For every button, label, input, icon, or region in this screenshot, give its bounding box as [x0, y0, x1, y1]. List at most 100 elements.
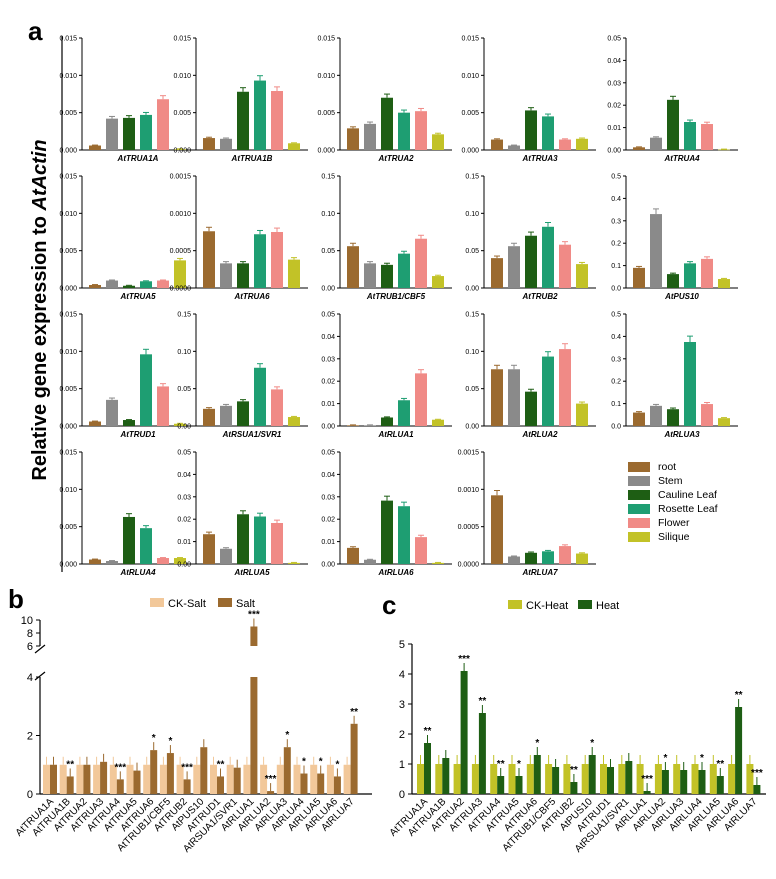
heat-significance-mark: * [517, 759, 521, 770]
heat-legend-label: Heat [596, 600, 619, 612]
legend-label: Silique [658, 531, 690, 543]
subplot-bar [398, 253, 410, 288]
subplot-tick-label: 0.010 [59, 487, 77, 494]
subplot-bar [174, 423, 186, 426]
subplot-bar [718, 149, 730, 151]
heat-significance-mark: *** [641, 774, 653, 785]
subplot-tick-label: 0.0005 [170, 248, 192, 255]
subplot-tick-label: 0.000 [59, 424, 77, 431]
heat-bar-treatment [607, 767, 614, 794]
salt-bar-treatment [233, 767, 241, 794]
legend-label: root [658, 461, 676, 473]
subplot: 0.00 0.01 0.02 0.03 0.04 0.05 AtTRUA4 [607, 36, 738, 163]
subplot-tick-label: 0.04 [321, 472, 335, 479]
heat-bar-control [636, 764, 644, 794]
subplot-bar [432, 419, 444, 426]
subplot-tick-label: 0.3 [611, 356, 621, 363]
subplot-tick-label: 0.00 [321, 286, 335, 293]
heat-bar-treatment [442, 758, 450, 794]
subplot-tick-label: 0.3 [611, 218, 621, 225]
subplot-tick-label: 0.02 [321, 517, 335, 524]
heat-bar-treatment [552, 767, 560, 794]
subplot: 0.00 0.05 0.10 0.15 AtTRUB2 [465, 174, 596, 301]
salt-bar-control [126, 764, 134, 794]
subplot-bar [559, 546, 571, 564]
heat-significance-mark: *** [458, 654, 470, 665]
salt-bar-treatment [116, 779, 124, 794]
salt-bar-control [109, 764, 117, 794]
subplot-tick-label: 0.00 [465, 424, 479, 431]
salt-significance-mark: * [285, 730, 289, 741]
legend-swatch [628, 532, 650, 542]
subplot: 0.00 0.05 0.10 0.15 AtTRUB1/CBF5 [321, 174, 452, 301]
subplot-tick-label: 0.00 [465, 286, 479, 293]
heat-bar-control [618, 764, 626, 794]
subplot-tick-label: 0.005 [317, 110, 335, 117]
subplot-gene-label: AtRLUA3 [663, 430, 700, 439]
subplot-bar [347, 425, 359, 426]
subplot: 0.000 0.005 0.010 0.015 AtTRUA5 [59, 174, 194, 301]
subplot-tick-label: 0.010 [59, 349, 77, 356]
salt-bar-treatment [133, 770, 141, 794]
subplot-tick-label: 0.5 [611, 174, 621, 181]
subplot-tick-label: 0.010 [59, 73, 77, 80]
salt-bar-treatment [317, 773, 325, 794]
heat-bar-control [563, 764, 571, 794]
heat-significance-mark: *** [751, 768, 763, 779]
subplot-tick-label: 0.005 [461, 110, 479, 117]
subplot-tick-label: 0.01 [321, 539, 335, 546]
subplot-tick-label: 0.00 [177, 562, 191, 569]
subplot-gene-label: AtRLUA6 [377, 568, 414, 577]
subplot: 0.0 0.1 0.2 0.3 0.4 0.5 AtPUS10 [611, 174, 738, 301]
subplot-bar [542, 226, 554, 288]
subplot-bar [157, 386, 169, 426]
subplot: 0.00 0.05 0.10 0.15 AtRLUA2 [465, 312, 596, 439]
heat-bar-treatment [698, 770, 706, 794]
subplot-gene-label: AtTRUA1B [231, 154, 273, 163]
subplot-tick-label: 0.000 [59, 562, 77, 569]
legend-label: Rosette Leaf [658, 503, 718, 515]
heat-significance-mark: ** [716, 759, 724, 770]
heat-bar-control [490, 764, 498, 794]
subplot-tick-label: 0.0000 [170, 286, 192, 293]
legend-label: Cauline Leaf [658, 489, 717, 501]
heat-bar-control [746, 764, 754, 794]
subplot-tick-label: 0.0010 [458, 487, 480, 494]
subplot-bar [140, 528, 152, 564]
heat-significance-mark: ** [735, 690, 743, 701]
salt-bar-control [43, 764, 50, 794]
subplot: 0.00 0.01 0.02 0.03 0.04 0.05 AtRLUA1 [321, 312, 452, 439]
legend-swatch [628, 476, 650, 486]
subplot-bar [559, 349, 571, 426]
subplot-bar [123, 516, 135, 564]
subplot-bar [220, 263, 232, 288]
subplot-bar [398, 112, 410, 150]
subplot-bar [633, 147, 645, 150]
subplot-tick-label: 0.000 [461, 148, 479, 155]
subplot-tick-label: 0.000 [59, 286, 77, 293]
heat-bar-treatment [661, 770, 669, 794]
subplot-bar [157, 280, 169, 288]
salt-bar-control [226, 764, 234, 794]
subplot-bar [650, 214, 662, 288]
subplot-gene-label: AtTRUA4 [663, 154, 700, 163]
subplot-bar [254, 234, 266, 288]
subplot-tick-label: 0.05 [177, 450, 191, 457]
subplot-bar [667, 99, 679, 150]
legend-label: Stem [658, 475, 683, 487]
subplot-bar [718, 279, 730, 288]
heat-legend-swatch [578, 600, 592, 609]
subplot-bar [701, 258, 713, 288]
heat-bar-control [545, 764, 553, 794]
subplot: 0.000 0.005 0.010 0.015 AtTRUD1 [59, 312, 194, 439]
tissue-legend: root Stem Cauline Leaf Rosette Leaf Flower Si… [628, 461, 718, 543]
subplot: 0.0 0.1 0.2 0.3 0.4 0.5 AtRLUA3 [611, 312, 738, 439]
subplot-tick-label: 0.15 [321, 174, 335, 181]
subplot-bar [288, 259, 300, 288]
subplot-tick-label: 0.00 [321, 424, 335, 431]
salt-significance-mark: * [152, 733, 156, 744]
subplot-tick-label: 0.04 [321, 334, 335, 341]
heat-significance-mark: ** [424, 726, 432, 737]
salt-y-tick-label: 4 [27, 672, 33, 684]
subplot-bar [525, 110, 537, 150]
